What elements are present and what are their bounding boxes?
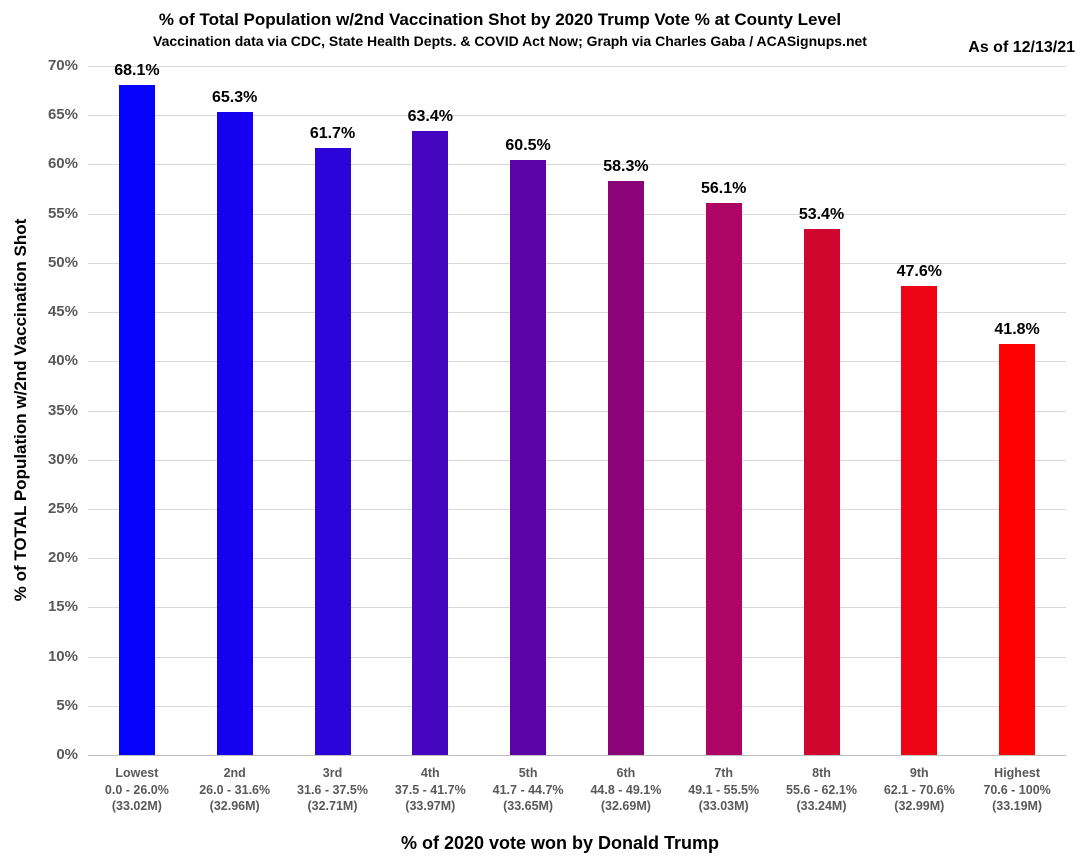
bar [999,343,1036,755]
bar-value-label: 63.4% [407,107,453,125]
chart-title: % of Total Population w/2nd Vaccination … [158,10,842,29]
category-range: 37.5 - 41.7% [394,782,466,797]
bar-value-label: 68.1% [114,61,160,79]
gridline [88,262,1066,264]
category-rank: Lowest [115,766,159,780]
y-tick-label: 65% [47,106,78,124]
x-category-label: 2nd 26.0 - 31.6% (32.96M) [186,765,284,815]
category-population: (32.99M) [894,799,945,813]
category-rank: 2nd [223,766,246,780]
gridline [88,705,1066,707]
category-rank: Highest [994,766,1041,780]
gridline [88,558,1066,560]
bar [412,130,449,755]
category-population: (33.03M) [698,799,749,813]
category-rank: 6th [616,766,636,780]
category-range: 70.6 - 100% [983,782,1051,797]
gridline [88,607,1066,609]
category-range: 31.6 - 37.5% [297,782,368,797]
y-tick-label: 10% [47,647,78,665]
bar-value-label: 60.5% [505,136,551,154]
bar [216,112,253,755]
category-range: 44.8 - 49.1% [590,782,662,797]
category-rank: 3rd [322,766,343,780]
category-population: (33.02M) [111,799,162,813]
gridline [88,164,1066,166]
y-tick-label: 55% [47,204,78,222]
bar-value-label: 41.8% [994,320,1040,338]
category-range: 0.0 - 26.0% [104,782,169,797]
bar-value-label: 61.7% [309,124,356,142]
category-range: 55.6 - 62.1% [786,782,857,797]
gridline [88,459,1066,461]
chart-subtitle: Vaccination data via CDC, State Health D… [153,33,867,49]
bar [314,147,351,755]
gridline [88,66,1066,67]
x-category-label: 8th 55.6 - 62.1% (33.24M) [773,765,871,815]
y-tick-label: 20% [47,549,78,567]
gridline [88,213,1066,215]
bar-value-label: 65.3% [212,89,258,107]
category-rank: 5th [518,766,538,780]
category-rank: 8th [812,766,831,780]
category-population: (33.65M) [503,799,554,813]
y-tick-label: 5% [56,696,78,714]
bar [705,202,742,755]
bar [510,159,547,755]
gridline [88,312,1066,314]
y-tick-label: 15% [47,598,78,616]
category-population: (33.24M) [796,799,847,813]
category-population: (33.97M) [405,799,456,813]
y-tick-label: 35% [47,401,78,419]
gridline [88,755,1066,756]
category-range: 49.1 - 55.5% [688,782,760,797]
bar [803,229,840,755]
y-axis-title: % of TOTAL Population w/2nd Vaccination … [11,218,30,602]
bar [118,84,155,755]
gridline [88,361,1066,363]
category-population: (32.71M) [307,799,358,813]
category-rank: 4th [420,766,440,780]
y-tick-label: 25% [47,499,78,517]
bar-value-label: 47.6% [896,263,942,281]
y-tick-label: 0% [56,746,78,763]
x-category-label: 9th 62.1 - 70.6% (32.99M) [870,765,968,815]
x-category-label: 4th 37.5 - 41.7% (33.97M) [381,765,479,815]
y-tick-label: 70% [47,57,78,74]
x-category-label: Lowest 0.0 - 26.0% (33.02M) [88,765,186,815]
bar [901,286,938,755]
bar [607,181,644,755]
category-range: 62.1 - 70.6% [883,782,955,797]
category-population: (32.96M) [209,799,260,813]
y-tick-label: 45% [47,303,78,321]
category-population: (33.19M) [992,799,1043,813]
bar-value-label: 53.4% [798,206,845,224]
x-category-label: 7th 49.1 - 55.5% (33.03M) [675,765,773,815]
category-rank: 9th [909,766,929,780]
bar-value-label: 58.3% [603,158,649,176]
bar-value-label: 56.1% [701,179,747,197]
category-population: (32.69M) [600,799,651,813]
category-range: 26.0 - 31.6% [199,782,271,797]
x-category-label: 3rd 31.6 - 37.5% (32.71M) [284,765,382,815]
category-rank: 7th [714,766,734,780]
gridline [88,115,1066,117]
gridline [88,508,1066,510]
category-range: 41.7 - 44.7% [492,782,564,797]
y-tick-label: 50% [47,253,78,271]
x-category-label: Highest 70.6 - 100% (33.19M) [968,765,1066,815]
y-tick-label: 30% [47,450,78,468]
x-category-label: 5th 41.7 - 44.7% (33.65M) [479,765,577,815]
y-tick-label: 40% [47,352,78,370]
as-of-date: As of 12/13/21 [968,39,1075,56]
x-axis-title: % of 2020 vote won by Donald Trump [400,833,720,853]
x-category-label: 6th 44.8 - 49.1% (32.69M) [577,765,675,815]
y-tick-label: 60% [47,155,78,173]
gridline [88,410,1066,412]
gridline [88,656,1066,658]
